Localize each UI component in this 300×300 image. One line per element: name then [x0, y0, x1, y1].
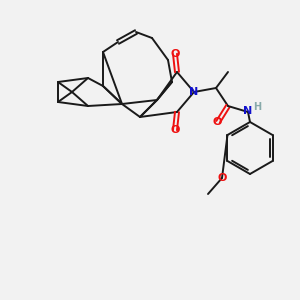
- Text: N: N: [243, 106, 253, 116]
- Text: N: N: [189, 87, 199, 97]
- Text: O: O: [170, 49, 180, 59]
- Text: O: O: [217, 173, 227, 183]
- Text: H: H: [253, 102, 261, 112]
- Text: O: O: [212, 117, 222, 127]
- Text: O: O: [170, 125, 180, 135]
